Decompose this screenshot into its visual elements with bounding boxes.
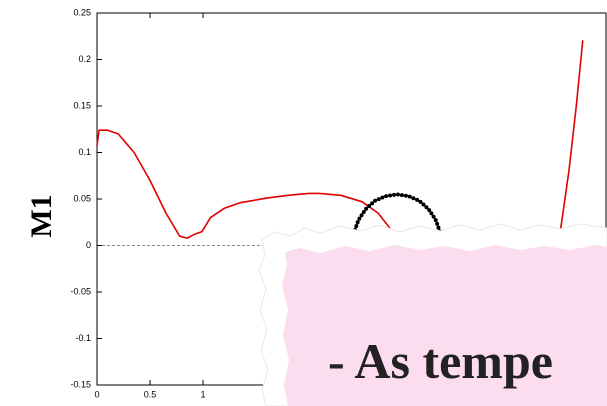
y-tick-label: -0.05	[70, 286, 91, 296]
note-text: - As tempe	[328, 333, 553, 389]
y-tick-label: 0.15	[73, 100, 91, 110]
y-tick-label: 0.1	[78, 147, 91, 157]
y-tick-label: 0.25	[73, 7, 91, 17]
y-tick-label: -0.1	[75, 333, 91, 343]
y-axis-label: M1	[25, 194, 58, 237]
chart: 0.250.20.150.10.050-0.05-0.1-0.1500.51 M…	[0, 0, 607, 406]
note-overlay: - As tempe	[259, 224, 607, 406]
y-tick-label: 0	[86, 240, 91, 250]
y-tick-label: 0.2	[78, 54, 91, 64]
y-tick-label: -0.15	[70, 379, 91, 389]
x-tick-label: 0.5	[144, 389, 157, 399]
x-tick-label: 1	[201, 389, 206, 399]
series-line	[97, 41, 583, 246]
x-tick-label: 0	[94, 389, 99, 399]
y-tick-label: 0.05	[73, 193, 91, 203]
